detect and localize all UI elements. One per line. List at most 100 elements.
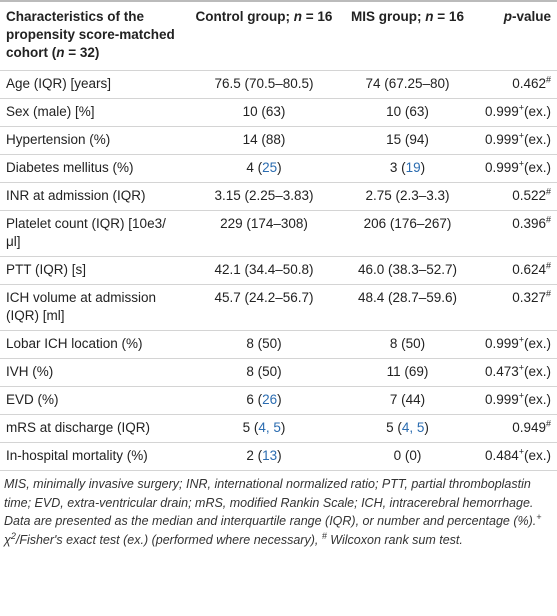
text-run: 7 (44) bbox=[389, 392, 426, 407]
text-run: (ex.) bbox=[524, 160, 551, 175]
text-run: (ex.) bbox=[524, 104, 551, 119]
text-run: ) bbox=[277, 448, 282, 463]
table-cell: 0.999+(ex.) bbox=[470, 386, 557, 415]
text-run: 3.15 (2.25–3.83) bbox=[214, 188, 314, 203]
text-run: = 16 bbox=[433, 9, 464, 24]
text-run: Age (IQR) [years] bbox=[6, 76, 112, 91]
superscript: # bbox=[545, 288, 551, 299]
text-run: ) bbox=[420, 160, 426, 175]
text-run: PTT (IQR) [s] bbox=[6, 262, 86, 277]
table-cell: EVD (%) bbox=[0, 386, 183, 415]
superscript: + bbox=[518, 130, 524, 141]
text-run: MIS group; bbox=[351, 9, 426, 24]
text-run: -value bbox=[511, 9, 551, 24]
text-run: 0.396 bbox=[512, 216, 546, 231]
text-run: 206 (176–267) bbox=[363, 216, 452, 231]
table-cell: 0.999+(ex.) bbox=[470, 330, 557, 359]
text-run: χ bbox=[4, 532, 11, 547]
table-row: Lobar ICH location (%) 8 (50) 8 (50) 0.999+… bbox=[0, 330, 557, 359]
table-cell: mRS at discharge (IQR) bbox=[0, 414, 183, 443]
table-cell: 5 (4, 5) bbox=[183, 414, 345, 443]
superscript: + bbox=[518, 334, 524, 345]
superscript: # bbox=[545, 214, 551, 225]
table-cell: Lobar ICH location (%) bbox=[0, 330, 183, 359]
table-cell: Age (IQR) [years] bbox=[0, 70, 183, 99]
text-run: 13 bbox=[262, 448, 278, 463]
text-run: = 32) bbox=[64, 45, 100, 60]
text-run: Control group; bbox=[195, 9, 294, 24]
text-run: 0.999 bbox=[484, 160, 519, 175]
text-run: ) bbox=[277, 160, 282, 175]
table-cell: 0.999+(ex.) bbox=[470, 126, 557, 155]
table-cell: 0.484+(ex.) bbox=[470, 442, 557, 471]
table-cell: 42.1 (34.4–50.8) bbox=[183, 256, 345, 285]
table-cell: 48.4 (28.7–59.6) bbox=[345, 284, 470, 331]
table-cell: INR at admission (IQR) bbox=[0, 182, 183, 211]
superscript: + bbox=[518, 446, 524, 457]
table-row: In-hospital mortality (%) 2 (13) 0 (0) 0.48… bbox=[0, 442, 557, 471]
text-run: mRS at discharge (IQR) bbox=[6, 420, 151, 435]
table-row: mRS at discharge (IQR) 5 (4, 5) 5 (4, 5) 0.… bbox=[0, 414, 557, 443]
header-row: Characteristics of the propensity score-… bbox=[0, 1, 557, 71]
table-row: PTT (IQR) [s] 42.1 (34.4–50.8) 46.0 (38.3–… bbox=[0, 256, 557, 285]
text-run: 0.624 bbox=[512, 262, 546, 277]
table-cell: 6 (26) bbox=[183, 386, 345, 415]
table-cell: 3 (19) bbox=[345, 154, 470, 183]
superscript: + bbox=[518, 362, 524, 373]
text-run: ICH volume at admission (IQR) [ml] bbox=[6, 290, 157, 323]
text-run: 0.522 bbox=[512, 188, 546, 203]
text-run: n bbox=[425, 9, 434, 24]
text-run: Diabetes mellitus (%) bbox=[6, 160, 134, 175]
text-run: 229 (174–308) bbox=[220, 216, 308, 231]
superscript: + bbox=[518, 158, 524, 169]
text-run: Wilcoxon rank sum test. bbox=[326, 532, 463, 547]
text-run: 4 ( bbox=[246, 160, 263, 175]
text-run: = 16 bbox=[302, 9, 333, 24]
text-run: Hypertension (%) bbox=[6, 132, 111, 147]
text-run: ) bbox=[424, 420, 429, 435]
text-run: 0.484 bbox=[484, 448, 519, 463]
text-run: 0.949 bbox=[512, 420, 546, 435]
text-run: 2 ( bbox=[246, 448, 263, 463]
table-cell: 0.999+(ex.) bbox=[470, 154, 557, 183]
table-cell: 15 (94) bbox=[345, 126, 470, 155]
table-cell: Hypertension (%) bbox=[0, 126, 183, 155]
table-cell: 74 (67.25–80) bbox=[345, 70, 470, 99]
text-run: (ex.) bbox=[524, 364, 551, 379]
text-run: 25 bbox=[262, 160, 278, 175]
text-run: n bbox=[293, 9, 303, 24]
superscript: # bbox=[321, 530, 327, 541]
table-cell: 76.5 (70.5–80.5) bbox=[183, 70, 345, 99]
table-row: EVD (%) 6 (26) 7 (44) 0.999+(ex.) bbox=[0, 386, 557, 415]
header-cell: Characteristics of the propensity score-… bbox=[0, 1, 183, 71]
text-run: In-hospital mortality (%) bbox=[6, 448, 148, 463]
table-cell: 0.949# bbox=[470, 414, 557, 443]
table-row: ICH volume at admission (IQR) [ml] 45.7 (… bbox=[0, 284, 557, 331]
table-row: Platelet count (IQR) [10e3/μl] 229 (174–3… bbox=[0, 210, 557, 257]
table-row: IVH (%) 8 (50) 11 (69) 0.473+(ex.) bbox=[0, 358, 557, 387]
text-run: 0.999 bbox=[484, 132, 519, 147]
table-row: Diabetes mellitus (%) 4 (25) 3 (19) 0.999+(… bbox=[0, 154, 557, 183]
text-run: (ex.) bbox=[524, 448, 551, 463]
table-cell: 7 (44) bbox=[345, 386, 470, 415]
text-run: 10 (63) bbox=[386, 104, 429, 119]
text-run: 4, 5 bbox=[401, 420, 425, 435]
table-body: Age (IQR) [years] 76.5 (70.5–80.5) 74 (67.… bbox=[0, 70, 557, 471]
text-run: 45.7 (24.2–56.7) bbox=[214, 290, 314, 305]
table-cell: 0.624# bbox=[470, 256, 557, 285]
text-run: (ex.) bbox=[524, 336, 551, 351]
table-row: Hypertension (%) 14 (88) 15 (94) 0.999+(ex.… bbox=[0, 126, 557, 155]
text-run: (ex.) bbox=[524, 132, 551, 147]
text-run: 3 ( bbox=[389, 160, 406, 175]
text-run: MIS, minimally invasive surgery; INR, in… bbox=[4, 477, 537, 528]
text-run: 10 (63) bbox=[242, 104, 286, 119]
superscript: 2 bbox=[10, 530, 16, 541]
table-head: Characteristics of the propensity score-… bbox=[0, 1, 557, 71]
text-run: (ex.) bbox=[524, 392, 551, 407]
table-cell: 46.0 (38.3–52.7) bbox=[345, 256, 470, 285]
table-cell: 8 (50) bbox=[183, 330, 345, 359]
superscript: # bbox=[545, 418, 551, 429]
text-run: INR at admission (IQR) bbox=[6, 188, 146, 203]
text-run: 0.999 bbox=[484, 336, 519, 351]
